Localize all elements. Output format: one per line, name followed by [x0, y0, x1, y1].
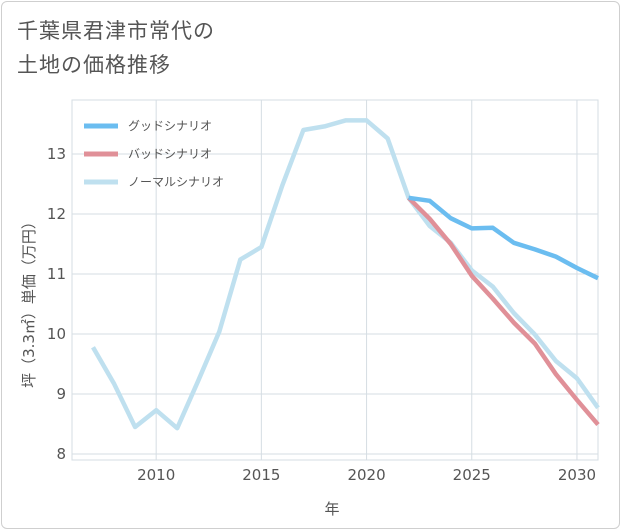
legend-label-2: ノーマルシナリオ: [128, 175, 224, 189]
y-axis-ticks: 8 9 10 11 12 13: [47, 145, 66, 463]
x-axis-label: 年: [324, 500, 339, 518]
chart-title-line-1: 千葉県君津市常代の: [17, 19, 215, 43]
x-tick-label: 2020: [347, 466, 385, 484]
legend-label-0: グッドシナリオ: [128, 119, 212, 133]
y-tick-label: 12: [47, 205, 66, 223]
y-axis-label: 坪（3.3㎡）単価（万円）: [20, 214, 38, 388]
x-tick-label: 2025: [453, 466, 491, 484]
series-lines: [91, 118, 600, 431]
y-tick-label: 9: [56, 385, 66, 403]
plot-border: [71, 99, 599, 461]
x-axis-ticks: 2010 2015 2020 2025 2030: [137, 466, 596, 484]
y-tick-label: 10: [47, 325, 66, 343]
legend-label-1: バッドシナリオ: [128, 147, 212, 161]
y-tick-label: 13: [47, 145, 66, 163]
x-tick-label: 2015: [242, 466, 280, 484]
series-line-2: [91, 118, 600, 431]
chart-title: 千葉県君津市常代の 土地の価格推移: [17, 14, 317, 82]
series-line-0: [408, 195, 599, 281]
y-tick-label: 8: [56, 445, 66, 463]
series-line-1: [407, 196, 600, 427]
x-tick-label: 2030: [558, 466, 596, 484]
chart-title-line-2: 土地の価格推移: [17, 53, 171, 77]
y-tick-label: 11: [47, 265, 66, 283]
x-tick-label: 2010: [137, 466, 175, 484]
